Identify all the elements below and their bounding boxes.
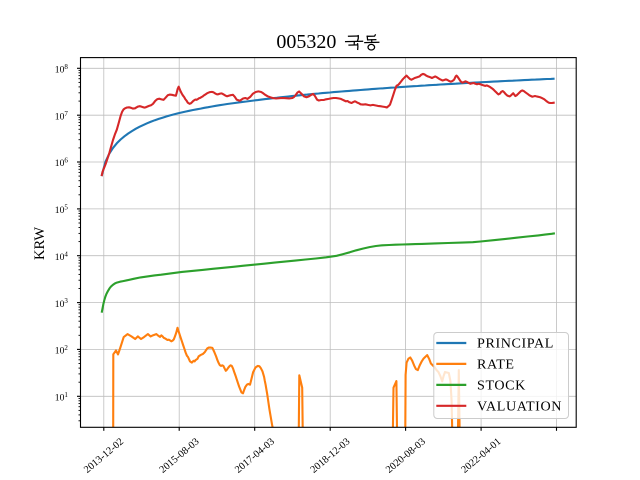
svg-text:005320: 005320 bbox=[276, 31, 336, 53]
svg-text:KRW: KRW bbox=[32, 227, 48, 260]
svg-text:RATE: RATE bbox=[477, 357, 515, 373]
svg-text:STOCK: STOCK bbox=[477, 378, 526, 394]
svg-text:VALUATION: VALUATION bbox=[477, 398, 562, 414]
svg-text:PRINCIPAL: PRINCIPAL bbox=[477, 336, 554, 352]
